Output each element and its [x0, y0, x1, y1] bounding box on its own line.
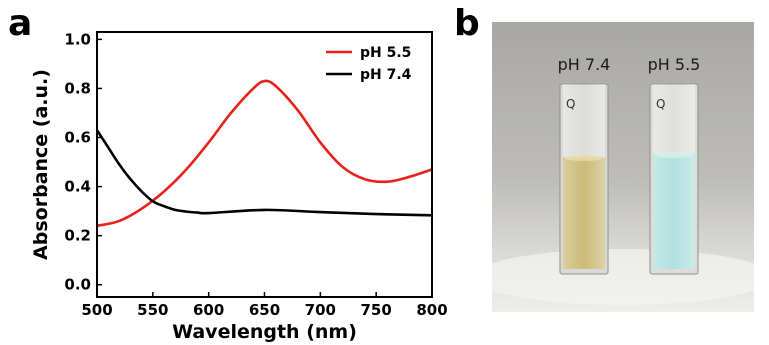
series-line-1: [95, 129, 433, 217]
cuvette-photo: pH 7.4 pH 5.5 Q Q: [492, 22, 754, 312]
y-axis-title: Absorbance (a.u.): [30, 69, 52, 260]
x-tick-label: 750: [361, 301, 392, 319]
left-cuvette: Q: [559, 83, 609, 275]
absorbance-chart: 500 550 600 650 700 750 800 0.0 0.2 0.4 0.6 0.8 1.0…: [30, 30, 448, 343]
chart-curves: [95, 79, 433, 228]
x-tick-label: 700: [305, 301, 336, 319]
x-axis-ticks: 500 550 600 650 700 750 800: [81, 292, 448, 319]
right-cuvette-q-mark: Q: [656, 97, 665, 111]
y-tick-label: 0.6: [64, 129, 91, 147]
y-tick-label: 1.0: [64, 30, 91, 48]
legend-label-1: pH 7.4: [360, 67, 412, 83]
x-axis-title: Wavelength (nm): [172, 321, 357, 343]
legend-label-0: pH 5.5: [360, 45, 411, 61]
table-surface: [492, 249, 754, 305]
left-cuvette-label: pH 7.4: [558, 55, 611, 74]
series-line-0: [96, 79, 433, 228]
left-cuvette-q-mark: Q: [566, 97, 575, 111]
y-tick-label: 0.4: [64, 178, 91, 196]
x-tick-label: 600: [193, 301, 224, 319]
y-axis-ticks: 0.0 0.2 0.4 0.6 0.8 1.0: [64, 30, 102, 294]
chart-legend: pH 5.5 pH 7.4: [326, 45, 412, 83]
x-tick-label: 800: [416, 301, 447, 319]
y-tick-label: 0.2: [64, 227, 91, 245]
y-tick-label: 0.8: [64, 79, 91, 97]
right-cuvette: Q: [649, 83, 699, 275]
x-tick-label: 550: [137, 301, 168, 319]
panel-a-letter: a: [8, 3, 33, 44]
panel-b-letter: b: [454, 3, 480, 44]
x-tick-label: 500: [81, 301, 112, 319]
x-tick-label: 650: [249, 301, 280, 319]
y-tick-label: 0.0: [64, 276, 91, 294]
right-cuvette-label: pH 5.5: [648, 55, 701, 74]
